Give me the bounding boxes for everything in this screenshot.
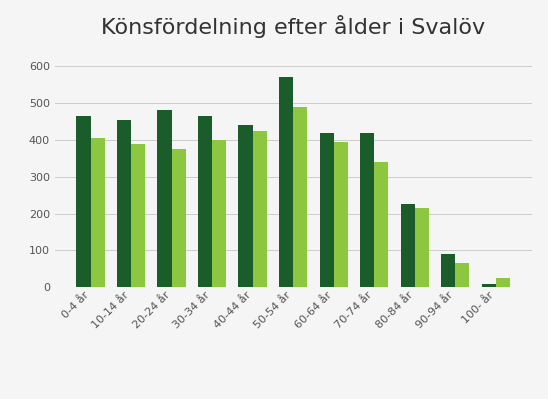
Bar <box>131 144 145 287</box>
Bar <box>360 132 374 287</box>
Bar <box>441 254 455 287</box>
Bar <box>334 142 348 287</box>
Bar <box>157 111 172 287</box>
Title: Könsfördelning efter ålder i Svalöv: Könsfördelning efter ålder i Svalöv <box>101 15 485 38</box>
Bar <box>482 284 496 287</box>
Bar <box>238 125 253 287</box>
Bar <box>77 116 90 287</box>
Bar <box>496 278 510 287</box>
Legend: Män, Kvinnor: Män, Kvinnor <box>221 395 365 399</box>
Bar <box>401 204 415 287</box>
Bar <box>90 138 105 287</box>
Bar <box>117 120 131 287</box>
Bar <box>198 116 212 287</box>
Bar <box>293 107 307 287</box>
Bar <box>455 263 470 287</box>
Bar <box>415 208 429 287</box>
Bar <box>172 149 186 287</box>
Bar <box>253 131 267 287</box>
Bar <box>279 77 293 287</box>
Bar <box>319 132 334 287</box>
Bar <box>374 162 389 287</box>
Bar <box>212 140 226 287</box>
